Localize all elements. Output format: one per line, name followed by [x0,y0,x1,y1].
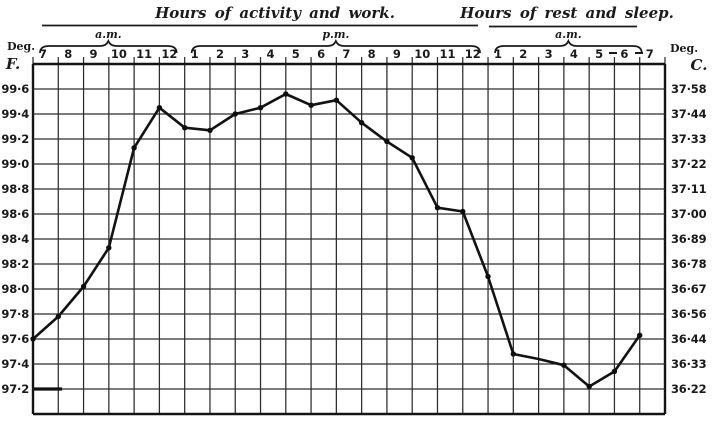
hour-label: 11 [136,47,152,61]
celsius-tick-label: 36·56 [671,307,707,321]
period-brace [190,38,481,54]
celsius-tick-label: 37·44 [671,107,707,121]
hour-label: 6 [620,47,628,61]
fahrenheit-tick-label: 97·6 [1,332,29,346]
hour-label: 4 [267,47,275,61]
print-marks [34,52,643,391]
data-point [30,336,36,342]
right-axis-unit-label: C. [691,56,708,74]
hour-label: 5 [595,47,603,61]
hour-label: 8 [368,47,376,61]
hour-label: 1 [494,47,502,61]
fahrenheit-tick-label: 99·6 [1,82,29,96]
hour-label: 11 [439,47,455,61]
hour-label: 9 [90,47,98,61]
fahrenheit-tick-label: 99·2 [1,132,29,146]
celsius-tick-label: 37·33 [671,132,707,146]
hour-label: 10 [111,47,127,61]
right-axis-deg-label: Deg. [670,42,698,55]
period-brace [494,38,643,54]
data-point [409,155,415,161]
fahrenheit-tick-label: 97·8 [1,307,29,321]
celsius-tick-label: 36·22 [671,382,706,396]
period-label: p.m. [322,28,349,41]
hour-label: 2 [519,47,527,61]
fahrenheit-tick-label: 99·0 [1,157,29,171]
data-point [586,383,592,390]
celsius-tick-label: 36·78 [671,257,707,271]
data-point [80,283,87,290]
data-point [182,125,188,131]
data-point [55,313,61,320]
hour-label: 7 [342,47,350,61]
data-point [384,138,390,145]
series [30,91,643,390]
data-point [131,145,137,151]
period-brace [39,38,178,54]
axis-labels: 7 8 9 10 11 12 1 2 3 4 5 6 7 8 9 10 11 12 1 2 3 4 5 6 799·699·49… [1,47,706,396]
fahrenheit-tick-label: 98·0 [1,282,29,296]
data-point [485,273,491,280]
hour-label: 3 [545,47,553,61]
celsius-tick-label: 36·44 [671,332,707,346]
data-point [232,111,238,117]
data-point [510,351,516,357]
title-hours-of-activity: Hours of activity and work. [154,4,395,22]
celsius-tick-label: 36·33 [671,357,707,371]
hour-label: 7 [39,47,47,61]
hour-label: 7 [646,47,654,61]
fahrenheit-tick-label: 98·2 [1,257,29,271]
grid [31,57,667,416]
data-point [434,205,441,211]
hour-label: 8 [64,47,72,61]
hour-label: 6 [317,47,325,61]
data-point [460,208,466,215]
fahrenheit-tick-label: 98·6 [1,207,29,221]
data-point [156,105,163,111]
fahrenheit-tick-label: 98·8 [1,182,29,196]
left-axis-deg-label: Deg. [7,40,35,53]
period-braces: a.m. p.m. a.m. [39,28,643,54]
hour-label: 10 [414,47,430,61]
period-label: a.m. [95,28,122,41]
celsius-tick-label: 36·67 [671,282,707,296]
celsius-tick-label: 37·22 [671,157,706,171]
hour-label: 4 [570,47,578,61]
data-point [333,97,340,103]
celsius-tick-label: 37·11 [671,182,707,196]
data-point [283,91,289,97]
fahrenheit-tick-label: 99·4 [1,107,29,121]
celsius-tick-label: 36·89 [671,232,707,246]
hour-label: 1 [191,47,199,61]
hour-label: 3 [241,47,249,61]
hour-label: 2 [216,47,224,61]
hour-label: 9 [393,47,401,61]
period-label: a.m. [555,28,582,41]
hour-label: 12 [161,47,177,61]
data-point [611,368,618,375]
fahrenheit-tick-label: 98·4 [1,232,29,246]
data-point [308,102,314,108]
data-point [207,127,213,133]
hour-label: 12 [465,47,481,61]
celsius-tick-label: 37·58 [671,82,707,96]
data-point [257,105,264,111]
data-point [561,362,567,368]
fahrenheit-tick-label: 97·2 [1,382,29,396]
data-point [637,332,643,338]
celsius-tick-label: 37·00 [671,207,707,221]
data-point [106,245,112,251]
fahrenheit-tick-label: 97·4 [1,357,29,371]
hour-label: 5 [292,47,300,61]
data-point [358,120,365,126]
title-hours-of-rest: Hours of rest and sleep. [459,4,674,22]
left-axis-unit-label: F. [5,55,20,73]
